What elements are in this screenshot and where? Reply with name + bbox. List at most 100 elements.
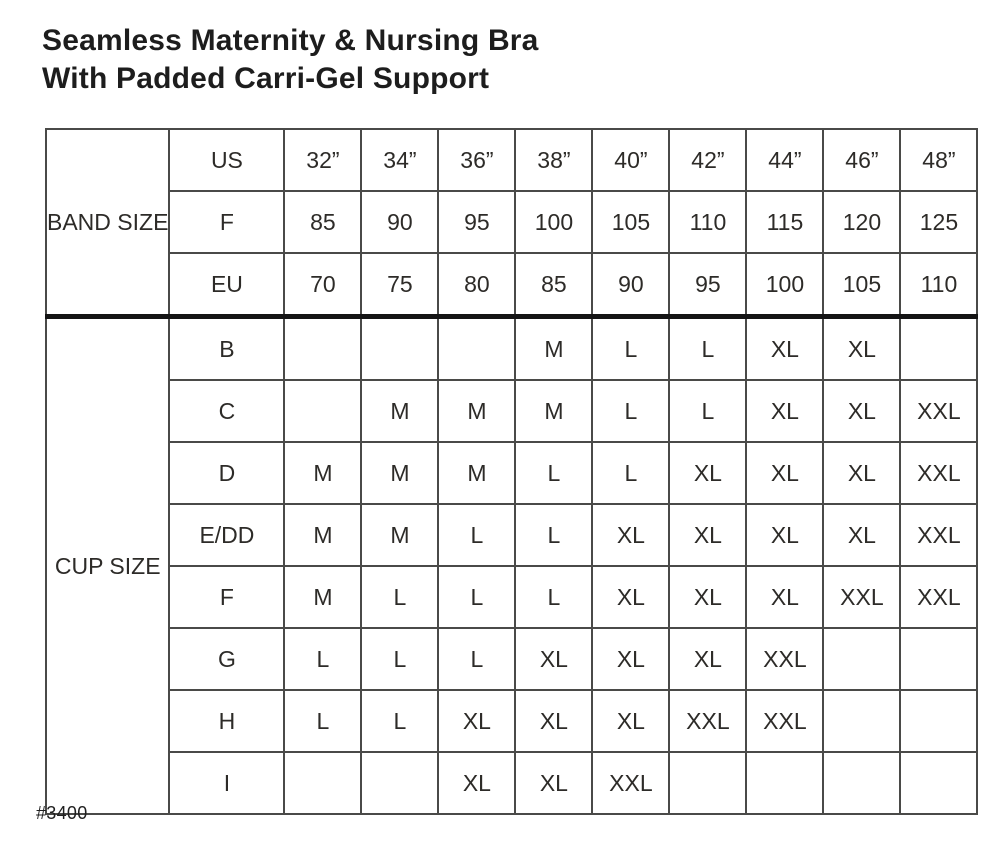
cup-size-cell: XXL: [745, 689, 825, 753]
cup-size-cell: L: [437, 503, 517, 567]
cup-size-cell: L: [591, 441, 671, 505]
cup-size-cell: XL: [514, 689, 594, 753]
band-value-cell: 85: [514, 252, 594, 318]
cup-size-cell: XXL: [668, 689, 748, 753]
cup-size-cell: L: [283, 627, 363, 691]
size-chart-table: BAND SIZE US 32” 34” 36” 38” 40” 42” 44” 46” 48” F 8…: [44, 128, 979, 815]
band-value-cell: 34”: [360, 128, 440, 192]
cup-size-cell: [822, 627, 902, 691]
band-size-label: BAND SIZE: [44, 128, 171, 318]
cup-size-cell: XL: [437, 751, 517, 815]
cup-row-C: C M M M L L XL XL XXL: [46, 379, 979, 443]
cup-size-cell: XL: [668, 565, 748, 629]
cup-size-cell: L: [514, 503, 594, 567]
cup-key-D: D: [168, 441, 286, 505]
cup-size-cell: M: [360, 503, 440, 567]
cup-size-cell: XL: [591, 503, 671, 567]
cup-size-cell: [360, 751, 440, 815]
band-value-cell: 90: [360, 190, 440, 254]
band-value-cell: 42”: [668, 128, 748, 192]
cup-size-cell: L: [437, 565, 517, 629]
band-value-cell: 95: [437, 190, 517, 254]
band-value-cell: 100: [514, 190, 594, 254]
cup-size-cell: XL: [822, 503, 902, 567]
band-value-cell: 105: [822, 252, 902, 318]
band-value-cell: 110: [668, 190, 748, 254]
cup-size-cell: L: [668, 314, 748, 381]
cup-key-I: I: [168, 751, 286, 815]
band-value-cell: 40”: [591, 128, 671, 192]
band-value-cell: 100: [745, 252, 825, 318]
cup-size-cell: XL: [822, 441, 902, 505]
cup-row-D: D M M M L L XL XL XL XXL: [46, 441, 979, 505]
cup-size-cell: XL: [745, 379, 825, 443]
cup-size-cell: L: [668, 379, 748, 443]
cup-size-cell: [437, 314, 517, 381]
page-title: Seamless Maternity & Nursing Bra With Pa…: [42, 22, 539, 98]
cup-row-B: CUP SIZE B M L L XL XL: [44, 314, 979, 815]
band-value-cell: 115: [745, 190, 825, 254]
cup-size-cell: XXL: [899, 565, 979, 629]
cup-size-cell: XXL: [899, 379, 979, 443]
band-key-EU: EU: [168, 252, 286, 318]
band-value-cell: 95: [668, 252, 748, 318]
cup-size-cell: [899, 314, 979, 381]
cup-size-cell: [899, 689, 979, 753]
band-row-US: BAND SIZE US 32” 34” 36” 38” 40” 42” 44” 46” 48”: [44, 128, 979, 318]
cup-row-F: F M L L L XL XL XL XXL XXL: [46, 565, 979, 629]
cup-size-cell: M: [360, 441, 440, 505]
cup-size-cell: L: [591, 379, 671, 443]
cup-row-I: I XL XL XXL: [46, 751, 979, 815]
cup-key-G: G: [168, 627, 286, 691]
cup-size-cell: M: [360, 379, 440, 443]
cup-size-cell: L: [360, 689, 440, 753]
cup-size-cell: M: [283, 565, 363, 629]
cup-size-cell: M: [437, 379, 517, 443]
cup-size-cell: [822, 751, 902, 815]
band-value-cell: 38”: [514, 128, 594, 192]
band-value-cell: 110: [899, 252, 979, 318]
cup-size-cell: XXL: [899, 503, 979, 567]
cup-size-cell: L: [437, 627, 517, 691]
cup-size-cell: XXL: [591, 751, 671, 815]
cup-size-cell: XL: [514, 627, 594, 691]
cup-size-cell: XL: [437, 689, 517, 753]
cup-key-C: C: [168, 379, 286, 443]
cup-size-cell: XL: [822, 314, 902, 381]
cup-size-cell: [283, 751, 363, 815]
band-value-cell: 44”: [745, 128, 825, 192]
cup-size-cell: XL: [668, 627, 748, 691]
cup-key-B: B: [168, 314, 286, 381]
cup-size-cell: [360, 314, 440, 381]
cup-size-cell: XL: [591, 627, 671, 691]
band-value-cell: 105: [591, 190, 671, 254]
cup-key-E/DD: E/DD: [168, 503, 286, 567]
cup-size-cell: XL: [745, 314, 825, 381]
cup-size-cell: [899, 627, 979, 691]
cup-size-cell: L: [591, 314, 671, 381]
band-value-cell: 32”: [283, 128, 363, 192]
cup-row-G: G L L L XL XL XL XXL: [46, 627, 979, 691]
cup-size-cell: XL: [591, 689, 671, 753]
cup-size-cell: [899, 751, 979, 815]
cup-size-cell: M: [283, 503, 363, 567]
cup-size-cell: XL: [822, 379, 902, 443]
cup-size-cell: M: [514, 379, 594, 443]
cup-size-cell: XL: [745, 503, 825, 567]
cup-size-cell: L: [514, 565, 594, 629]
band-row-F: F 85 90 95 100 105 110 115 120 125: [46, 190, 979, 254]
band-value-cell: 125: [899, 190, 979, 254]
page-title-line-2: With Padded Carri-Gel Support: [42, 62, 490, 95]
band-value-cell: 80: [437, 252, 517, 318]
cup-size-cell: L: [360, 627, 440, 691]
cup-size-cell: [283, 314, 363, 381]
cup-size-cell: M: [283, 441, 363, 505]
cup-size-cell: XL: [668, 503, 748, 567]
cup-size-cell: XXL: [745, 627, 825, 691]
band-value-cell: 120: [822, 190, 902, 254]
cup-size-cell: M: [437, 441, 517, 505]
band-value-cell: 46”: [822, 128, 902, 192]
cup-size-cell: [668, 751, 748, 815]
cup-size-cell: [822, 689, 902, 753]
